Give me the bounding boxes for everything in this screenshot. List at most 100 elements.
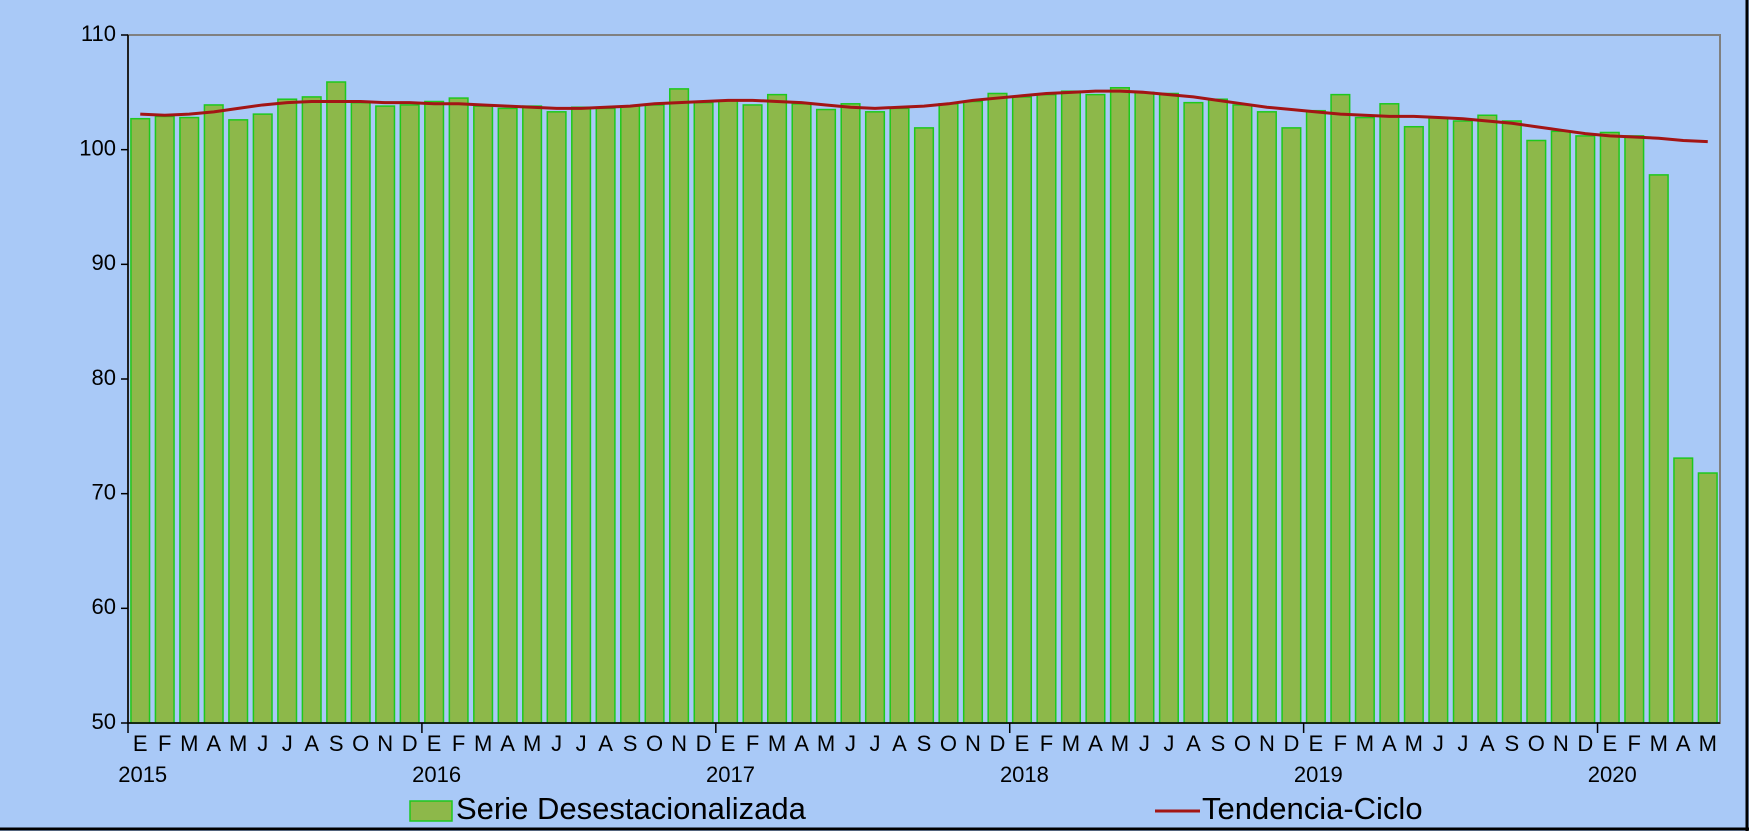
x-tick-label: M	[1405, 731, 1423, 756]
bar	[546, 111, 567, 724]
bar	[1599, 131, 1620, 724]
x-tick-label: M	[229, 731, 247, 756]
x-tick-label: J	[576, 731, 587, 756]
x-tick-label: N	[377, 731, 393, 756]
y-tick-label: 80	[92, 365, 116, 390]
bar	[203, 104, 224, 724]
bar	[1697, 472, 1718, 724]
x-tick-label: D	[696, 731, 712, 756]
x-tick-label: J	[845, 731, 856, 756]
bar	[1624, 135, 1645, 724]
bar	[1501, 120, 1522, 724]
bar	[522, 105, 543, 724]
bar	[497, 107, 518, 724]
bar	[277, 98, 298, 724]
x-tick-label: M	[1111, 731, 1129, 756]
bar	[1354, 116, 1375, 724]
x-tick-label: S	[1211, 731, 1226, 756]
year-label: 2016	[412, 762, 461, 787]
x-tick-label: A	[892, 731, 907, 756]
x-tick-label: E	[427, 731, 442, 756]
bar	[1379, 103, 1400, 724]
x-tick-label: N	[965, 731, 981, 756]
bar	[1134, 91, 1155, 724]
bar	[301, 96, 322, 724]
x-tick-label: O	[352, 731, 369, 756]
bar	[1256, 111, 1277, 724]
bar	[1207, 98, 1228, 724]
x-tick-label: D	[1577, 731, 1593, 756]
x-tick-label: J	[551, 731, 562, 756]
x-tick-label: J	[257, 731, 268, 756]
x-tick-label: N	[1259, 731, 1275, 756]
bar	[1183, 101, 1204, 724]
y-tick-label: 60	[92, 594, 116, 619]
y-tick-label: 100	[79, 135, 116, 160]
bar	[913, 127, 935, 724]
x-tick-label: F	[452, 731, 465, 756]
x-tick-label: F	[158, 731, 171, 756]
x-tick-label: F	[1040, 731, 1053, 756]
bar	[987, 92, 1008, 724]
bar	[130, 117, 151, 724]
x-tick-label: J	[870, 731, 881, 756]
x-tick-label: J	[282, 731, 293, 756]
bar	[791, 103, 812, 724]
x-tick-label: D	[402, 731, 418, 756]
bar	[718, 99, 739, 724]
year-label: 2018	[1000, 762, 1049, 787]
bar	[1575, 135, 1596, 724]
x-tick-label: F	[1628, 731, 1641, 756]
bar	[1085, 93, 1106, 724]
bar	[375, 105, 396, 724]
bar	[669, 88, 690, 724]
bar	[1011, 96, 1033, 724]
bar	[1550, 130, 1571, 724]
legend-swatch	[409, 800, 453, 822]
x-tick-label: E	[1015, 731, 1030, 756]
x-tick-label: E	[1309, 731, 1324, 756]
x-tick-label: D	[990, 731, 1006, 756]
legend-label: Serie Desestacionalizada	[456, 791, 807, 826]
x-tick-label: A	[304, 731, 319, 756]
x-tick-label: M	[1699, 731, 1717, 756]
x-tick-label: E	[133, 731, 148, 756]
x-tick-label: S	[329, 731, 344, 756]
bar	[889, 107, 910, 724]
x-tick-label: N	[1553, 731, 1569, 756]
bar	[1036, 93, 1057, 724]
legend-label: Tendencia-Ciclo	[1202, 791, 1423, 826]
bar	[595, 107, 616, 724]
x-tick-label: M	[523, 731, 541, 756]
bar	[1673, 457, 1694, 724]
year-label: 2019	[1294, 762, 1343, 787]
x-tick-label: A	[794, 731, 809, 756]
x-tick-label: M	[474, 731, 492, 756]
x-tick-label: A	[1186, 731, 1201, 756]
bar	[424, 100, 445, 724]
y-tick-label: 90	[92, 250, 116, 275]
bar	[815, 108, 837, 724]
year-label: 2020	[1588, 762, 1637, 787]
bar	[766, 93, 788, 724]
bar	[350, 101, 371, 724]
x-tick-label: D	[1283, 731, 1299, 756]
x-tick-label: M	[1062, 731, 1080, 756]
y-tick-label: 110	[81, 21, 116, 46]
x-tick-label: S	[1504, 731, 1519, 756]
bar	[1477, 114, 1498, 724]
bar	[938, 103, 959, 724]
x-tick-label: A	[1480, 731, 1495, 756]
trend-line	[140, 89, 1708, 144]
x-tick-label: A	[1676, 731, 1691, 756]
y-tick-label: 50	[92, 709, 116, 734]
bar	[693, 101, 714, 724]
x-tick-label: F	[1334, 731, 1347, 756]
bar	[1403, 125, 1424, 724]
bar	[154, 115, 175, 724]
x-tick-label: E	[1602, 731, 1617, 756]
x-tick-label: M	[768, 731, 786, 756]
x-tick-label: S	[917, 731, 932, 756]
bar	[1232, 104, 1253, 724]
